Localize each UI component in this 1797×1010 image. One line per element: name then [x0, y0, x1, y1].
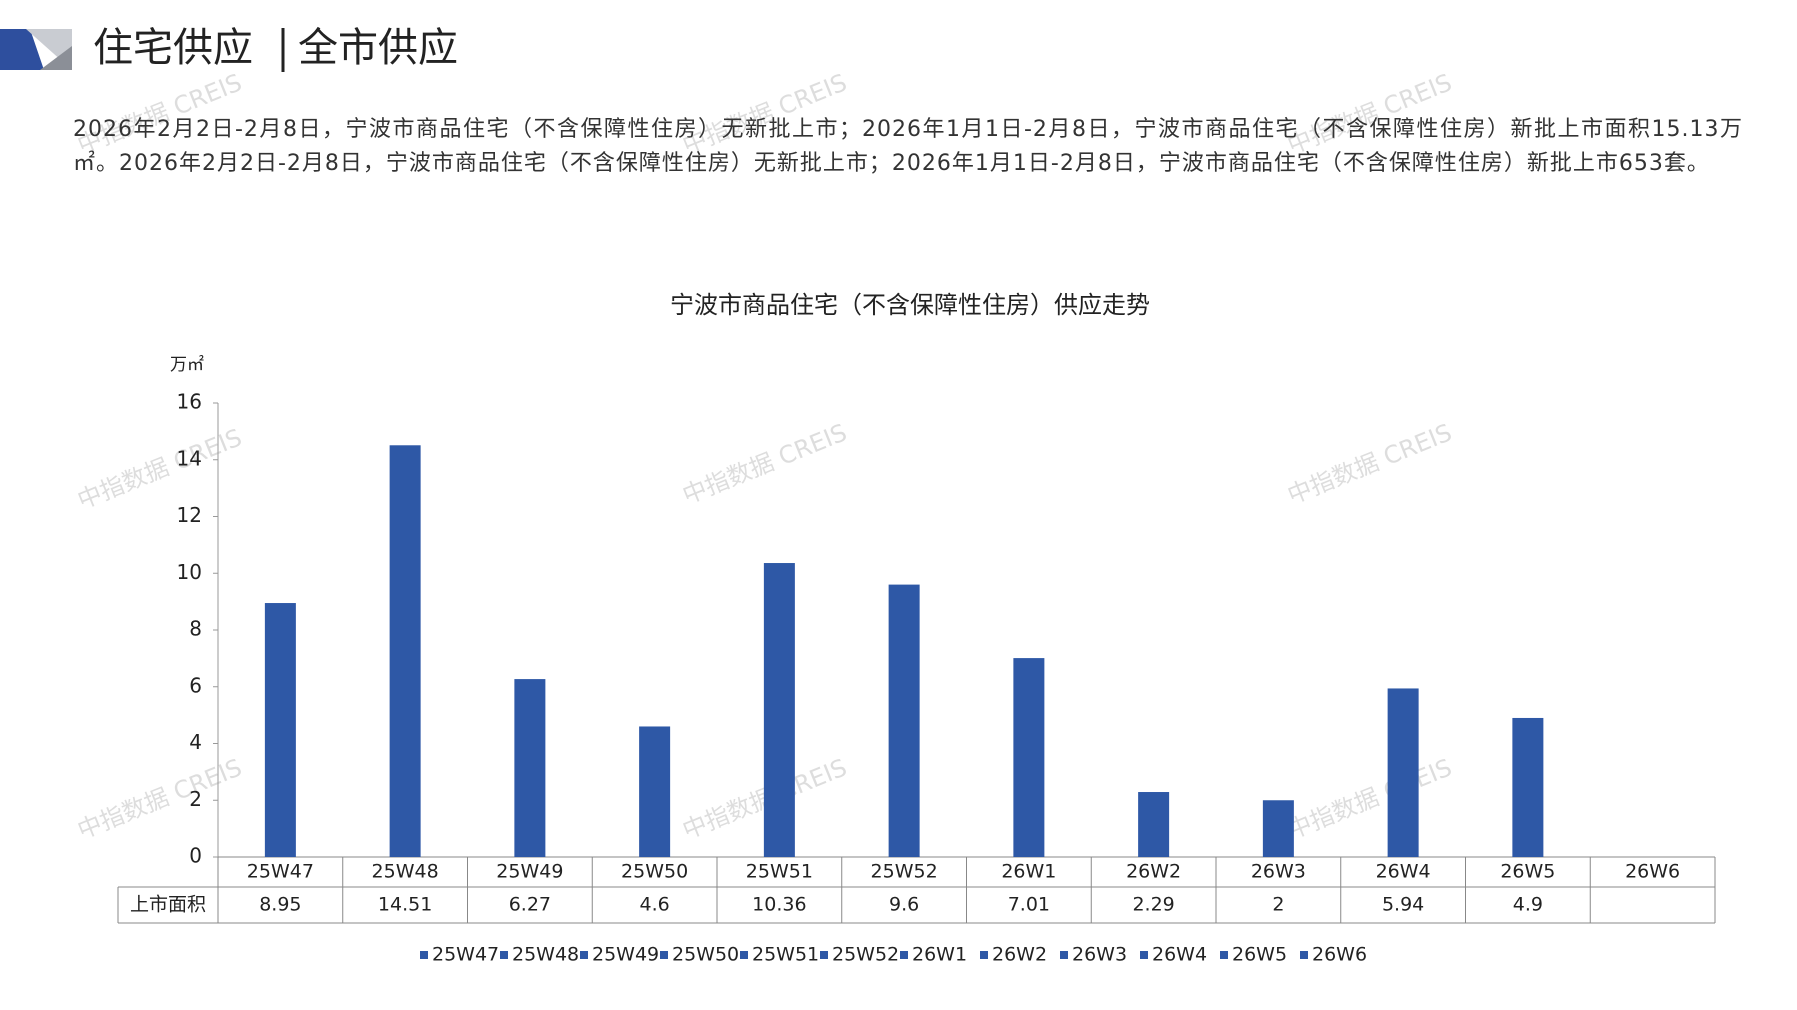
- table-value: 10.36: [752, 894, 806, 916]
- legend-label: 26W6: [1312, 944, 1367, 966]
- table-value: 14.51: [378, 894, 432, 916]
- legend-label: 25W52: [832, 944, 899, 966]
- bar: [888, 584, 920, 857]
- legend-label: 26W2: [992, 944, 1047, 966]
- y-tick-label: 16: [177, 390, 202, 414]
- x-tick-label: 26W4: [1376, 861, 1431, 883]
- x-tick-label: 25W50: [621, 861, 688, 883]
- bar: [514, 679, 546, 857]
- bar: [1262, 800, 1294, 857]
- row-header: 上市面积: [130, 894, 206, 916]
- y-tick-label: 4: [189, 730, 202, 754]
- legend-swatch: [820, 951, 828, 959]
- watermark: 中指数据 CREIS: [73, 753, 245, 844]
- bar: [1138, 792, 1170, 857]
- x-tick-label: 26W5: [1500, 861, 1555, 883]
- legend-label: 25W50: [672, 944, 739, 966]
- y-tick-label: 14: [177, 446, 202, 470]
- watermark: 中指数据 CREIS: [73, 423, 245, 514]
- bar: [1387, 688, 1419, 857]
- legend-label: 26W3: [1072, 944, 1127, 966]
- legend-swatch: [980, 951, 988, 959]
- header-icon: [0, 29, 44, 70]
- legend-swatch: [1220, 951, 1228, 959]
- legend-label: 26W1: [912, 944, 967, 966]
- legend-label: 25W48: [512, 944, 579, 966]
- table-value: 9.6: [889, 894, 919, 916]
- legend-label: 26W5: [1232, 944, 1287, 966]
- bar: [639, 726, 671, 857]
- header-title: 住宅供应: [93, 25, 253, 71]
- bar: [1013, 658, 1045, 857]
- legend-swatch: [580, 951, 588, 959]
- summary: 2026年2月2日-2月8日，宁波市商品住宅（不含保障性住房）无新批上市；202…: [73, 117, 1743, 176]
- x-tick-label: 25W51: [746, 861, 813, 883]
- x-tick-label: 25W52: [871, 861, 938, 883]
- y-tick-label: 8: [189, 617, 202, 641]
- legend-label: 26W4: [1152, 944, 1207, 966]
- legend-swatch: [1300, 951, 1308, 959]
- table-value: 8.95: [259, 894, 301, 916]
- watermark: 中指数据 CREIS: [1283, 753, 1455, 844]
- x-tick-label: 26W1: [1001, 861, 1056, 883]
- bar: [1512, 717, 1544, 857]
- bar: [264, 603, 296, 857]
- table-value: 4.9: [1513, 894, 1543, 916]
- legend-label: 25W51: [752, 944, 819, 966]
- y-unit: 万㎡: [170, 355, 204, 375]
- legend-swatch: [900, 951, 908, 959]
- legend-swatch: [660, 951, 668, 959]
- x-tick-label: 26W2: [1126, 861, 1181, 883]
- legend-label: 25W47: [432, 944, 499, 966]
- legend-swatch: [1060, 951, 1068, 959]
- chart-title: 宁波市商品住宅（不含保障性住房）供应走势: [670, 291, 1150, 319]
- legend-swatch: [740, 951, 748, 959]
- legend-swatch: [420, 951, 428, 959]
- watermark: 中指数据 CREIS: [1283, 418, 1455, 509]
- legend-label: 25W49: [592, 944, 659, 966]
- x-tick-label: 26W6: [1625, 861, 1680, 883]
- x-tick-label: 25W48: [372, 861, 439, 883]
- y-tick-label: 0: [189, 844, 202, 868]
- y-tick-label: 10: [177, 560, 202, 584]
- bar: [389, 445, 421, 857]
- y-tick-label: 12: [177, 503, 202, 527]
- header-title: 全市供应: [298, 25, 458, 71]
- y-tick-label: 6: [189, 673, 202, 697]
- bar: [763, 563, 795, 857]
- x-tick-label: 25W47: [247, 861, 314, 883]
- table-value: 5.94: [1382, 894, 1424, 916]
- x-tick-label: 26W3: [1251, 861, 1306, 883]
- y-tick-label: 2: [189, 787, 202, 811]
- table-value: 2.29: [1132, 894, 1174, 916]
- legend-swatch: [1140, 951, 1148, 959]
- header-icon: [40, 46, 72, 70]
- legend-swatch: [500, 951, 508, 959]
- table-value: 7.01: [1008, 894, 1050, 916]
- x-tick-label: 25W49: [496, 861, 563, 883]
- watermark: 中指数据 CREIS: [678, 418, 850, 509]
- table-value: 6.27: [509, 894, 551, 916]
- table-value: 4.6: [640, 894, 670, 916]
- table-value: 2: [1272, 894, 1284, 916]
